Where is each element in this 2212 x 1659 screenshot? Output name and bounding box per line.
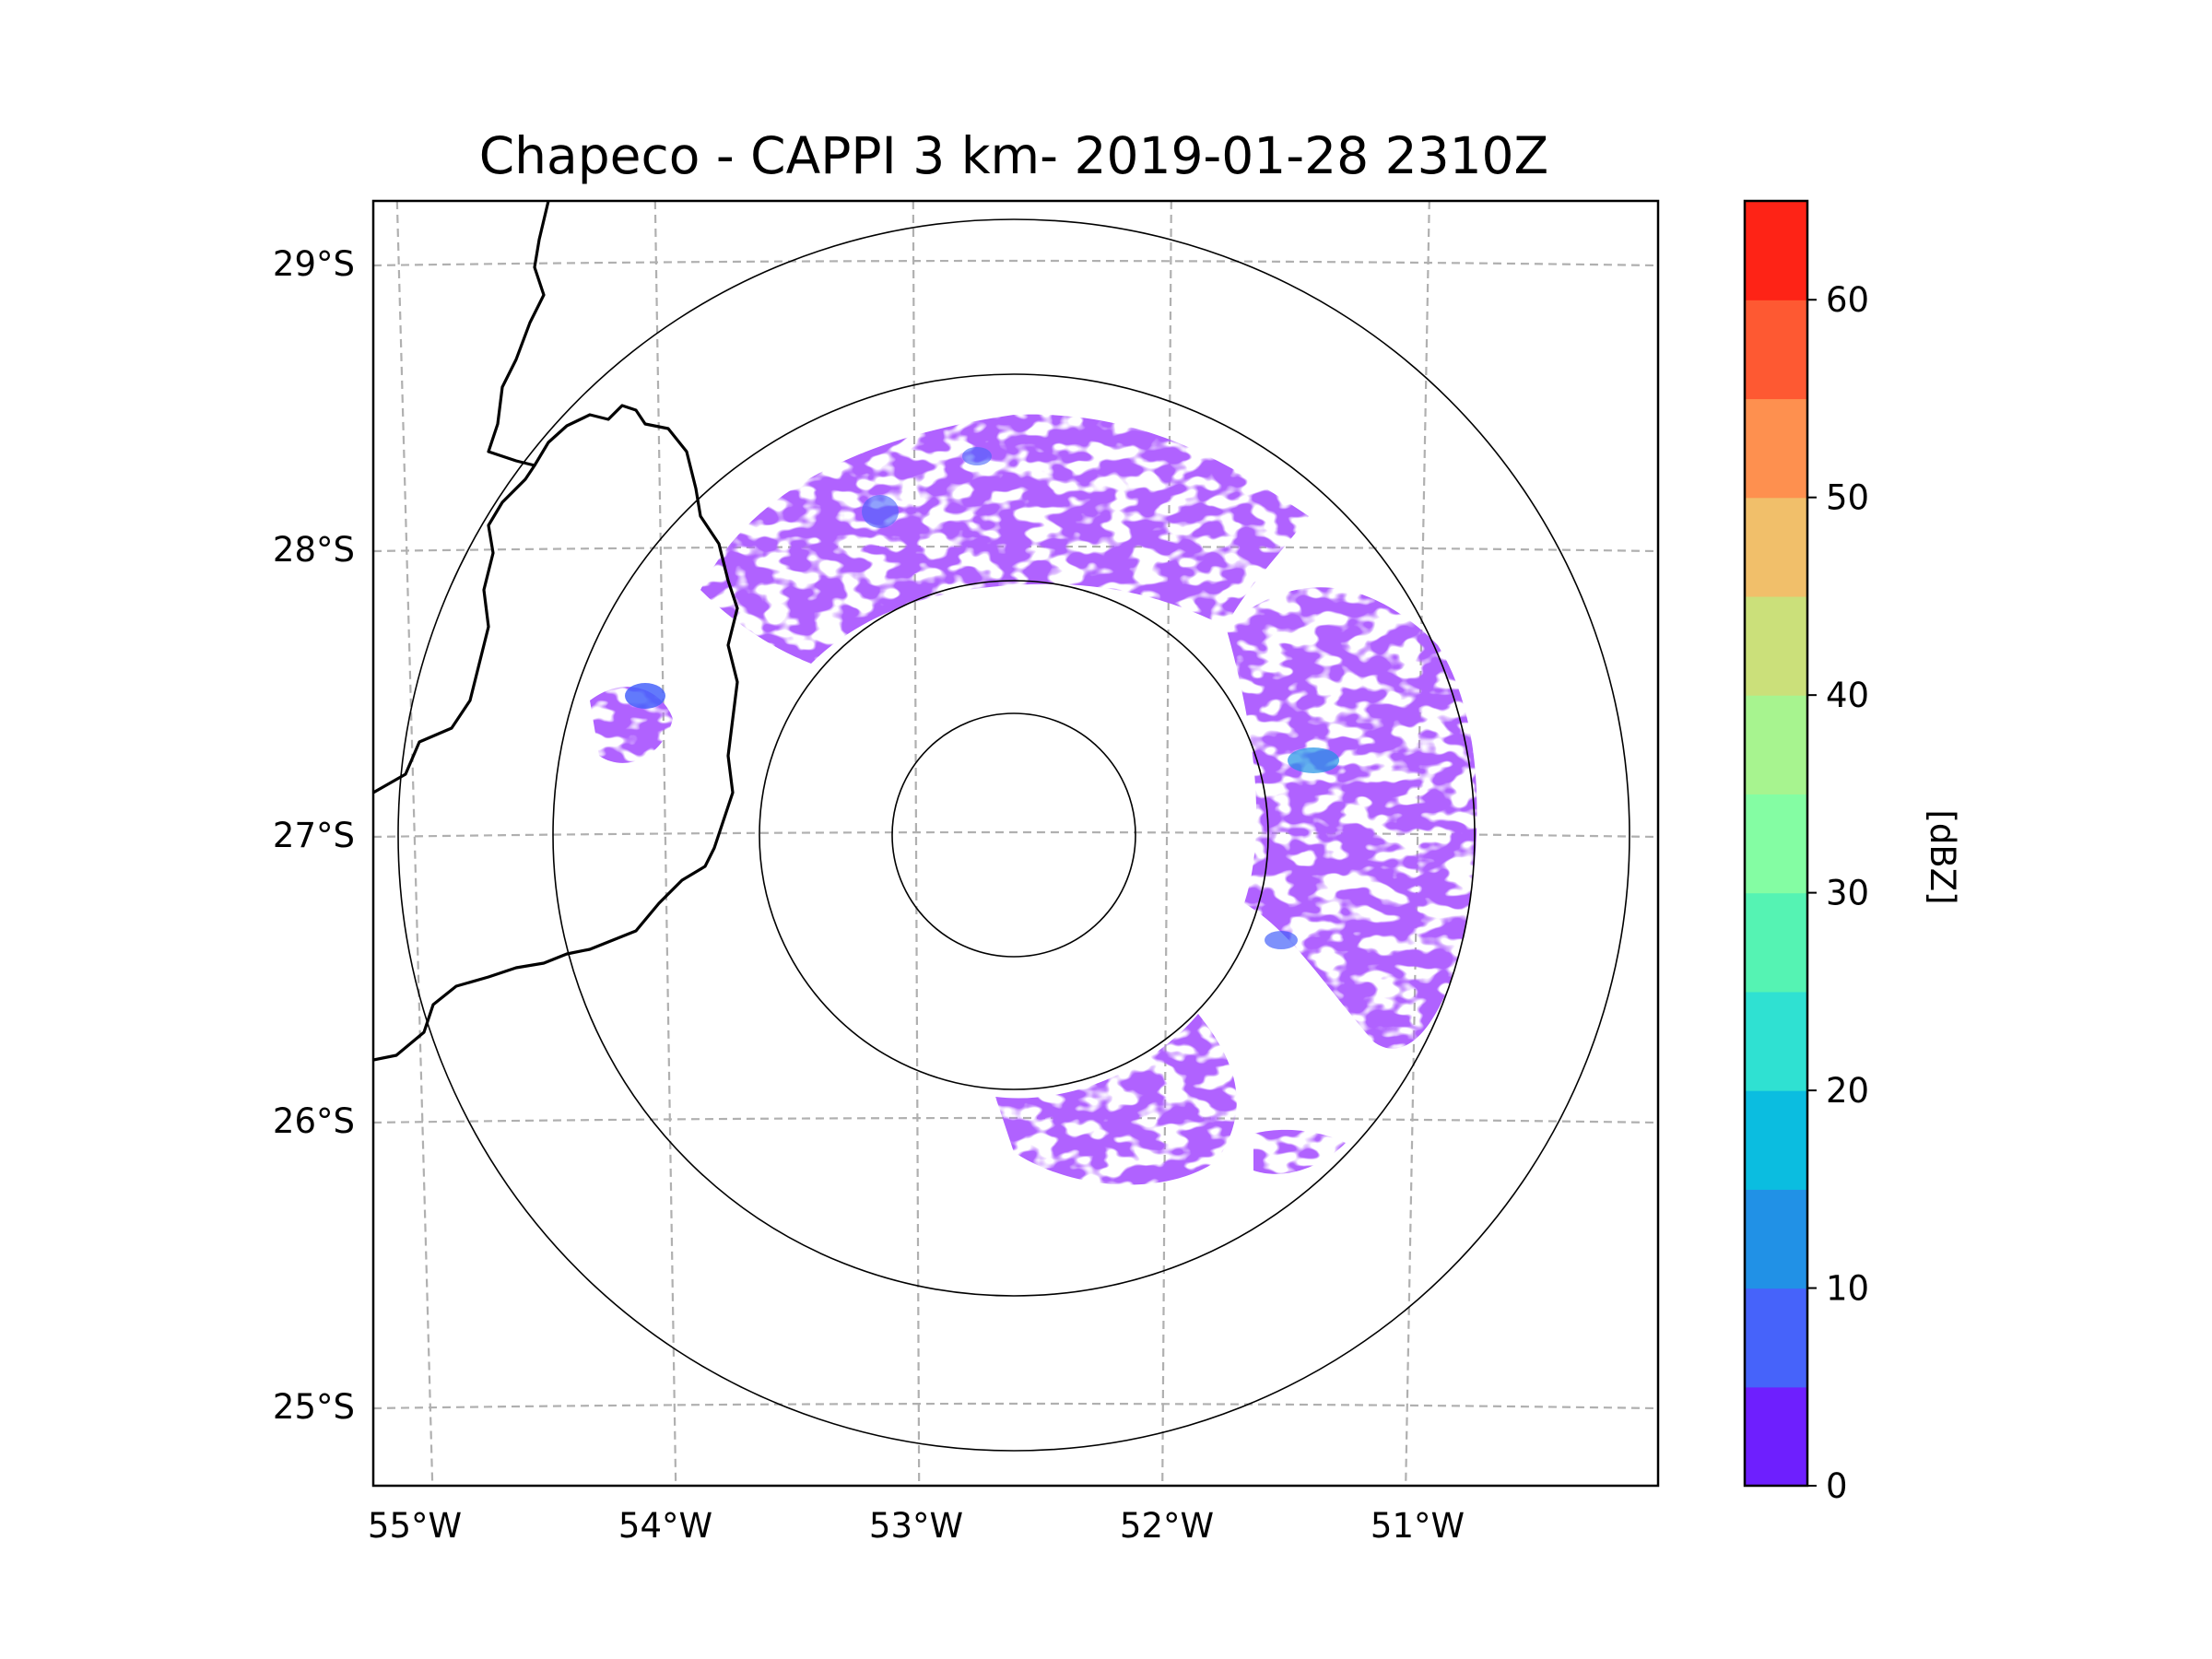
meridian-line xyxy=(912,201,921,1486)
echo-cores xyxy=(625,447,1339,949)
lat-tick-label: 28°S xyxy=(273,530,355,570)
map-area xyxy=(373,201,1658,1486)
colorbar-segment xyxy=(1745,201,1807,300)
colorbar-tick-label: 0 xyxy=(1826,1466,1848,1506)
colorbar-segment xyxy=(1745,1189,1807,1289)
lat-tick-label: 25°S xyxy=(273,1387,355,1427)
lat-tick-label: 29°S xyxy=(273,244,355,284)
colorbar-frame xyxy=(1743,199,1809,1488)
lon-tick-label: 51°W xyxy=(1371,1506,1465,1546)
colorbar-segment xyxy=(1745,695,1807,794)
reflectivity-echoes xyxy=(590,414,1477,1185)
colorbar-segment xyxy=(1745,398,1807,499)
colorbar-label: [dBZ] xyxy=(1923,809,1962,904)
colorbar-tick-labels: 0 10 20 30 40 50 60 xyxy=(1807,280,1869,1506)
colorbar-tick-label: 30 xyxy=(1826,874,1869,913)
parallel-line xyxy=(373,1402,1658,1410)
colorbar-segment xyxy=(1745,991,1807,1091)
chart-title: Chapeco - CAPPI 3 km- 2019-01-28 2310Z xyxy=(479,126,1548,185)
colorbar-tick-label: 10 xyxy=(1826,1269,1869,1309)
longitude-tick-labels: 55°W 54°W 53°W 52°W 51°W xyxy=(368,1506,1465,1546)
colorbar-tick-label: 20 xyxy=(1826,1071,1869,1111)
colorbar-segment xyxy=(1745,497,1807,597)
lat-tick-label: 26°S xyxy=(273,1101,355,1141)
meridian-line xyxy=(653,201,677,1486)
colorbar-segment xyxy=(1745,300,1807,400)
meridian-line xyxy=(395,201,434,1486)
colorbar-segment xyxy=(1745,794,1807,894)
colorbar-segment xyxy=(1745,1090,1807,1190)
colorbar-tick-label: 40 xyxy=(1826,676,1869,715)
colorbar xyxy=(1743,199,1809,1488)
colorbar-segment xyxy=(1745,892,1807,993)
colorbar-segment xyxy=(1745,595,1807,696)
map-frame xyxy=(371,199,1660,1488)
political-borders xyxy=(373,201,739,1062)
lat-tick-label: 27°S xyxy=(273,816,355,855)
colorbar-segment xyxy=(1745,1386,1807,1487)
lon-tick-label: 54°W xyxy=(618,1506,712,1546)
range-rings xyxy=(397,218,1630,1452)
colorbar-tick-label: 60 xyxy=(1826,280,1869,320)
parallel-line xyxy=(373,259,1658,267)
lon-tick-label: 52°W xyxy=(1120,1506,1214,1546)
colorbar-segment xyxy=(1745,1288,1807,1388)
lon-tick-label: 53°W xyxy=(869,1506,963,1546)
lon-tick-label: 55°W xyxy=(368,1506,462,1546)
latitude-tick-labels: 25°S 26°S 27°S 28°S 29°S xyxy=(273,244,355,1427)
colorbar-tick-label: 50 xyxy=(1826,478,1869,518)
meridian-line xyxy=(1161,201,1172,1486)
